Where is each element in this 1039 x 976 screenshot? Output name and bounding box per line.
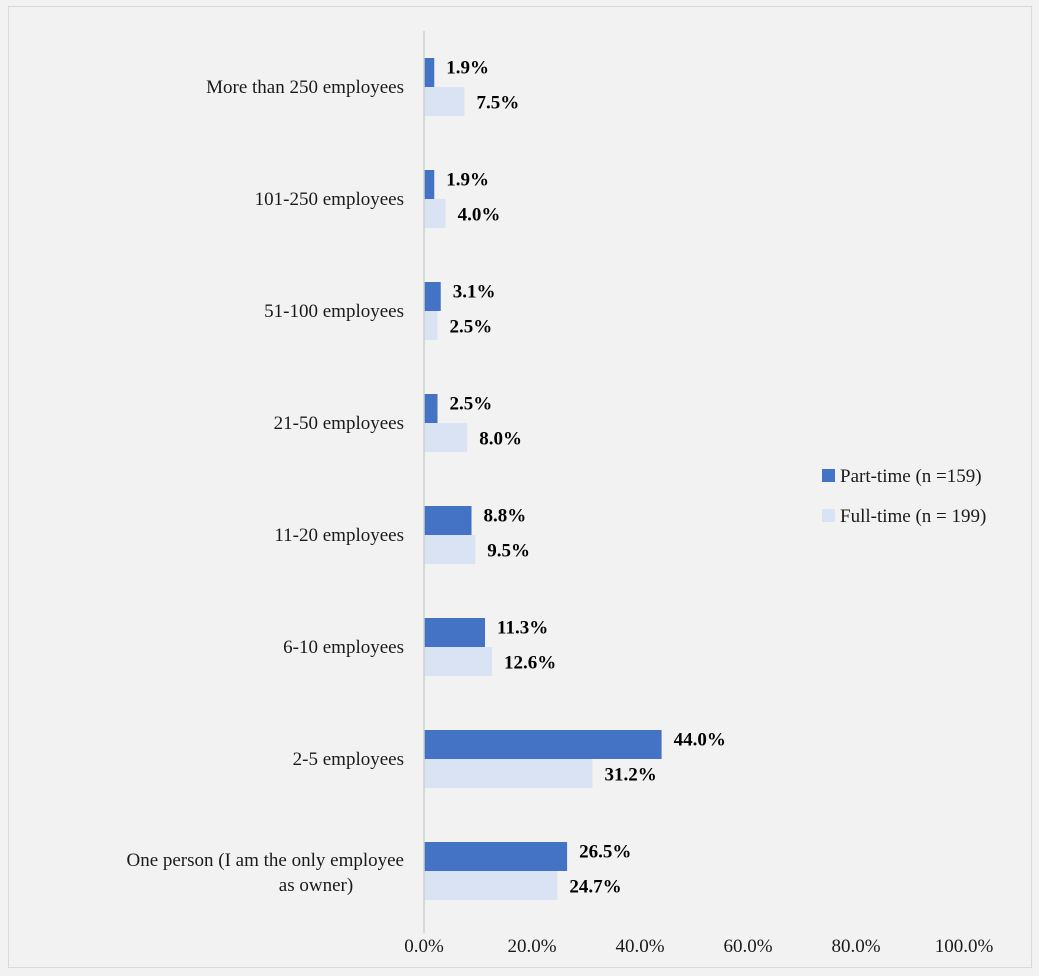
legend-label: Part-time (n =159)	[840, 466, 982, 487]
x-tick-label: 60.0%	[723, 936, 772, 957]
category-label: More than 250 employees	[206, 77, 404, 98]
bar	[424, 311, 438, 340]
category-label: 11-20 employees	[274, 525, 404, 546]
category-label: One person (I am the only employee as own…	[126, 850, 404, 896]
legend-swatch	[822, 509, 835, 522]
bar	[424, 423, 468, 452]
category-label: 2-5 employees	[293, 749, 404, 770]
x-tick-label: 80.0%	[831, 936, 880, 957]
data-label: 12.6%	[504, 653, 556, 674]
bar	[424, 282, 441, 311]
category-labels: More than 250 employees 101-250 employees…	[126, 77, 404, 896]
category-label: 21-50 employees	[274, 413, 404, 434]
data-label: 11.3%	[497, 618, 548, 639]
x-tick-label: 40.0%	[615, 936, 664, 957]
category-label: 6-10 employees	[283, 637, 404, 658]
bar	[424, 618, 486, 647]
bar	[424, 394, 438, 423]
chart-frame: More than 250 employees 101-250 employees…	[8, 6, 1032, 968]
data-label: 8.0%	[479, 429, 522, 450]
data-label: 9.5%	[487, 541, 530, 562]
bar	[424, 647, 493, 676]
data-label: 24.7%	[569, 877, 621, 898]
data-label: 1.9%	[446, 170, 489, 191]
x-tick-labels: 0.0% 20.0% 40.0% 60.0% 80.0% 100.0%	[404, 936, 993, 957]
bars	[424, 58, 662, 900]
data-labels: 1.9% 7.5% 1.9% 4.0% 3.1% 2.5% 2.5% 8.0% 8.8% 9.5%…	[446, 58, 726, 898]
data-label: 8.8%	[484, 506, 527, 527]
legend-swatch	[822, 469, 835, 482]
bar	[424, 871, 558, 900]
data-label: 44.0%	[674, 730, 726, 751]
data-label: 1.9%	[446, 58, 489, 79]
bar	[424, 199, 446, 228]
category-label: 101-250 employees	[255, 189, 404, 210]
bar	[424, 87, 465, 116]
data-label: 7.5%	[477, 93, 520, 114]
category-label: 51-100 employees	[264, 301, 404, 322]
bar	[424, 58, 435, 87]
bar	[424, 759, 593, 788]
bar	[424, 842, 568, 871]
legend: Part-time (n =159) Full-time (n = 199)	[822, 466, 986, 527]
bar	[424, 730, 662, 759]
bar	[424, 170, 435, 199]
data-label: 2.5%	[450, 317, 493, 338]
bar-chart: More than 250 employees 101-250 employees…	[126, 31, 993, 957]
x-tick-label: 0.0%	[404, 936, 444, 957]
data-label: 31.2%	[604, 765, 656, 786]
data-label: 2.5%	[450, 394, 493, 415]
bar	[424, 506, 472, 535]
data-label: 3.1%	[453, 282, 496, 303]
legend-label: Full-time (n = 199)	[840, 506, 986, 527]
data-label: 26.5%	[579, 842, 631, 863]
data-label: 4.0%	[458, 205, 501, 226]
x-tick-label: 20.0%	[507, 936, 556, 957]
x-tick-label: 100.0%	[935, 936, 994, 957]
bar	[424, 535, 476, 564]
